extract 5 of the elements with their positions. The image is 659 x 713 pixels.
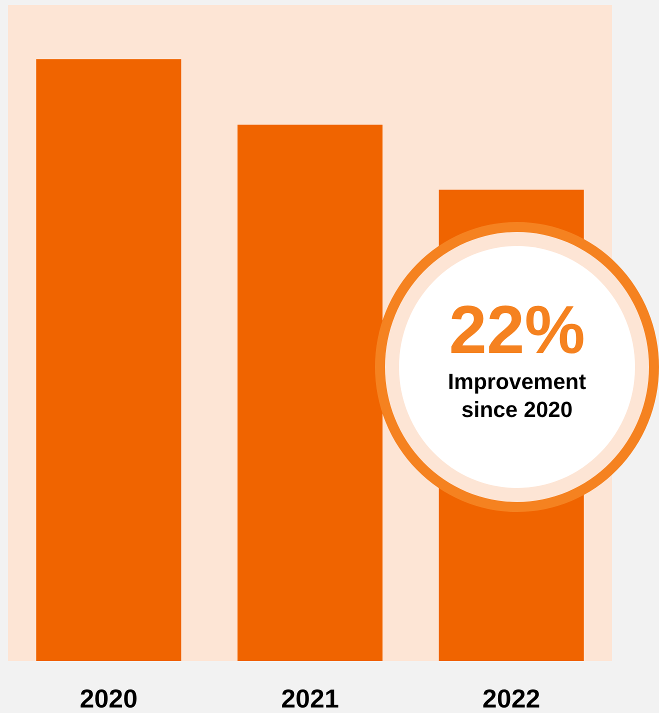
x-tick-label: 2022: [482, 683, 540, 713]
annotation: Improvement since 2020: [446, 368, 588, 424]
x-tick-label: 2020: [80, 683, 138, 713]
annotation: 22%: [448, 292, 586, 368]
x-tick-label: 2021: [281, 683, 339, 713]
